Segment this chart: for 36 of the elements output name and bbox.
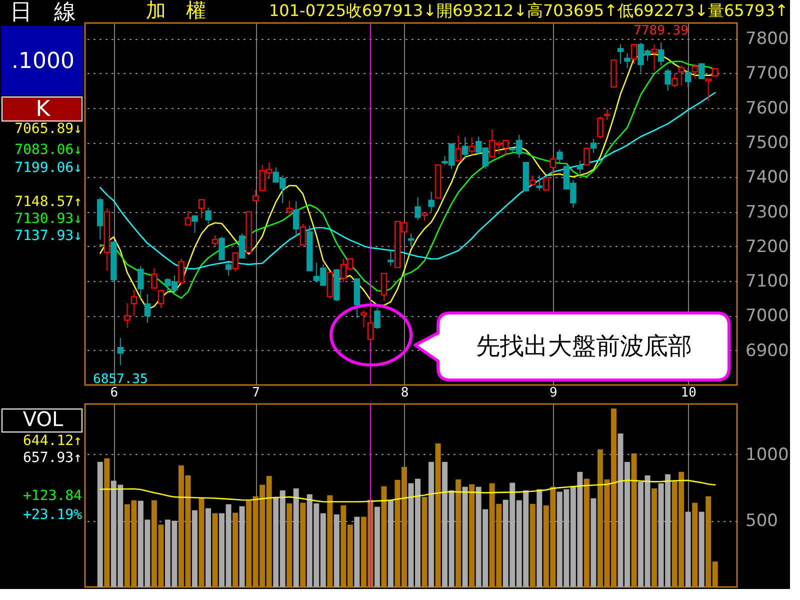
text: K (36, 97, 51, 122)
y-tick-label: 1000 (746, 444, 789, 465)
text: 7148.57↑ (14, 194, 82, 210)
annotation: 7789.39 (634, 23, 688, 38)
text: 7137.93↓ (14, 228, 82, 244)
y-tick-label: 7200 (746, 236, 789, 257)
y-tick-label: 7000 (746, 306, 789, 326)
text: VOL (22, 407, 64, 431)
chart-title: 加 權 (146, 0, 206, 22)
x-tick-label: 9 (550, 386, 558, 400)
x-tick-label: 10 (680, 386, 696, 400)
y-tick-label: 500 (746, 511, 778, 532)
chart-subtitle: 101-0725收697913↓開693212↓高703695↑低692273↓量65793↑ (269, 1, 788, 20)
x-tick-label: 6 (110, 386, 118, 400)
text: 7199.06↓ (14, 160, 82, 176)
text: 7083.06↓ (14, 142, 82, 158)
x-tick-label: 7 (252, 386, 260, 400)
annotation: 6857.35 (93, 372, 148, 388)
x-tick-label: 8 (400, 386, 409, 400)
text: +123.84 (22, 488, 82, 504)
y-tick-label: 7700 (746, 64, 789, 84)
y-tick-label: 7800 (746, 29, 789, 50)
y-tick-label: 7400 (746, 168, 789, 188)
text: +23.19% (22, 507, 83, 523)
y-tick-label: 7300 (746, 202, 789, 222)
y-tick-label: 7600 (746, 98, 789, 118)
text: 7130.93↓ (14, 211, 82, 227)
y-tick-label: 7500 (746, 133, 789, 154)
annotation: 先找出大盤前波底部 (476, 332, 692, 360)
y-tick-label: 6900 (746, 340, 789, 361)
text: 7065.89↓ (14, 121, 82, 137)
text: .1000 (12, 49, 74, 74)
text: 644.12↑ (22, 433, 82, 449)
text: 657.93↑ (22, 450, 82, 466)
text: 日 線 (10, 0, 76, 25)
y-tick-label: 7100 (746, 272, 789, 292)
